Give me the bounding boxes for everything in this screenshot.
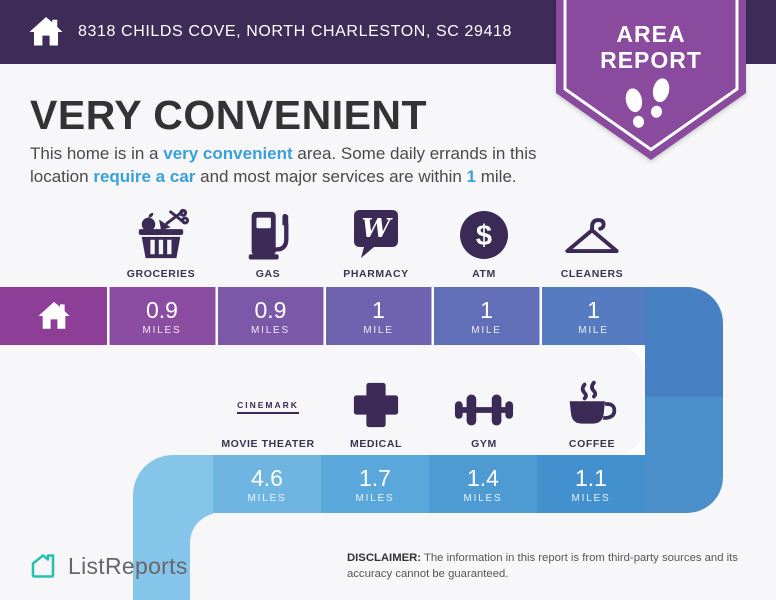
distance-value: 1 — [372, 297, 385, 323]
medical-icon — [353, 382, 399, 428]
disclaimer: DISCLAIMER: The information in this repo… — [347, 551, 747, 582]
distance-value: 1 — [480, 297, 493, 323]
poi-label: GAS — [255, 268, 281, 280]
home-icon — [37, 301, 70, 329]
desc-highlight: very convenient — [163, 144, 293, 163]
distance-unit: MILES — [571, 493, 611, 504]
distance-unit: MILES — [463, 493, 503, 504]
poi-label: GROCERIES — [126, 268, 196, 280]
segment-atm — [434, 287, 540, 345]
segment-cleaners — [542, 287, 645, 345]
groceries-icon — [138, 208, 190, 259]
distance-value: 0.9 — [254, 297, 287, 323]
distance-cell-cleaners: 1 MILE — [542, 287, 645, 345]
desc-highlight: 1 — [466, 167, 477, 186]
poi-label: MEDICAL — [349, 438, 403, 450]
badge-shape — [556, 0, 746, 160]
distance-value: 1.7 — [359, 465, 391, 491]
distance-cell-pharmacy: 1 MILE — [326, 287, 431, 345]
segment-medical — [321, 455, 429, 513]
segment-corner-top — [645, 287, 723, 397]
address-text: 8318 CHILDS COVE, NORTH CHARLESTON, SC 2… — [78, 23, 512, 40]
listreports-logo-icon — [31, 554, 55, 578]
walgreens-w: W — [361, 214, 393, 244]
distance-unit: MILES — [247, 493, 287, 504]
badge-inner-border — [563, 0, 739, 152]
segment-gym — [429, 455, 537, 513]
gym-icon — [454, 394, 514, 426]
distance-cell-gym: 1.4 MILES — [429, 455, 537, 513]
badge-title-line1: AREA — [616, 21, 686, 47]
gas-pump-icon — [248, 211, 289, 260]
bar-home-segment — [0, 287, 107, 345]
desc-highlight: require a car — [93, 167, 196, 186]
footprints-icon — [625, 78, 670, 128]
coffee-icon — [569, 380, 617, 424]
segment-coffee — [537, 455, 645, 513]
cinemark-logo: CINEMARK — [237, 400, 299, 414]
distance-cell-groceries: 0.9 MILES — [109, 287, 215, 345]
dollar-sign: $ — [476, 220, 492, 252]
poi-label: MOVIE THEATER — [221, 438, 315, 450]
poi-atm: $ ATM — [430, 202, 538, 280]
desc-part: and most major services are within — [195, 167, 467, 186]
distance-value: 1.4 — [467, 465, 499, 491]
poi-label: GYM — [471, 438, 497, 450]
page-title: VERY CONVENIENT — [30, 92, 428, 138]
segment-corner-bottom — [645, 397, 723, 513]
distance-value: 4.6 — [251, 465, 283, 491]
disclaimer-line1: The information in this report is from t… — [421, 552, 738, 564]
badge-title-line2: REPORT — [600, 47, 702, 73]
brand-name: ListReports — [68, 552, 188, 579]
badge-title: AREA REPORT — [556, 21, 746, 73]
area-report-badge — [556, 0, 746, 160]
cleaners-icon — [565, 218, 619, 253]
segment-groceries — [109, 287, 216, 345]
distance-unit: MILE — [471, 325, 502, 336]
distance-unit: MILE — [578, 325, 609, 336]
distance-unit: MILES — [250, 325, 290, 336]
description-text: This home is in a very convenient area. … — [30, 142, 570, 188]
disclaimer-label: DISCLAIMER: — [347, 552, 422, 564]
distance-unit: MILES — [355, 493, 395, 504]
poi-pharmacy: W PHARMACY — [322, 202, 430, 280]
poi-gas: GAS — [214, 202, 322, 280]
poi-label: CLEANERS — [560, 268, 624, 280]
poi-label: COFFEE — [568, 438, 616, 450]
poi-cleaners: CLEANERS — [538, 202, 646, 280]
distance-unit: MILES — [142, 325, 182, 336]
poi-label: PHARMACY — [343, 268, 409, 280]
poi-movie-theater: CINEMARK MOVIE THEATER — [214, 372, 322, 450]
poi-label: ATM — [472, 268, 496, 280]
desc-part: mile. — [476, 167, 517, 186]
distance-cell-movie-theater: 4.6 MILES — [213, 455, 321, 513]
atm-icon: $ — [460, 211, 508, 259]
poi-medical: MEDICAL — [322, 372, 430, 450]
distance-cell-gas: 0.9 MILES — [218, 287, 323, 345]
distance-cell-coffee: 1.1 MILES — [537, 455, 645, 513]
footer-brand: ListReports — [28, 551, 188, 581]
poi-coffee: COFFEE — [538, 372, 646, 450]
segment-movie-theater — [213, 455, 321, 513]
segment-pharmacy — [326, 287, 432, 345]
pharmacy-icon: W — [354, 210, 398, 258]
desc-part: area. Some daily errands in this — [292, 144, 537, 163]
desc-part: This home is in a — [30, 144, 164, 163]
segment-gas — [218, 287, 324, 345]
poi-groceries: GROCERIES — [107, 202, 215, 280]
home-icon — [29, 17, 63, 46]
distance-cell-atm: 1 MILE — [434, 287, 539, 345]
distance-value: 1.1 — [575, 465, 607, 491]
distance-value: 1 — [587, 297, 600, 323]
disclaimer-line2: accuracy cannot be guaranteed. — [347, 567, 509, 580]
distance-value: 0.9 — [146, 297, 178, 323]
poi-gym: GYM — [430, 372, 538, 450]
distance-unit: MILE — [363, 325, 394, 336]
desc-part: location — [30, 167, 94, 186]
distance-cell-medical: 1.7 MILES — [321, 455, 429, 513]
